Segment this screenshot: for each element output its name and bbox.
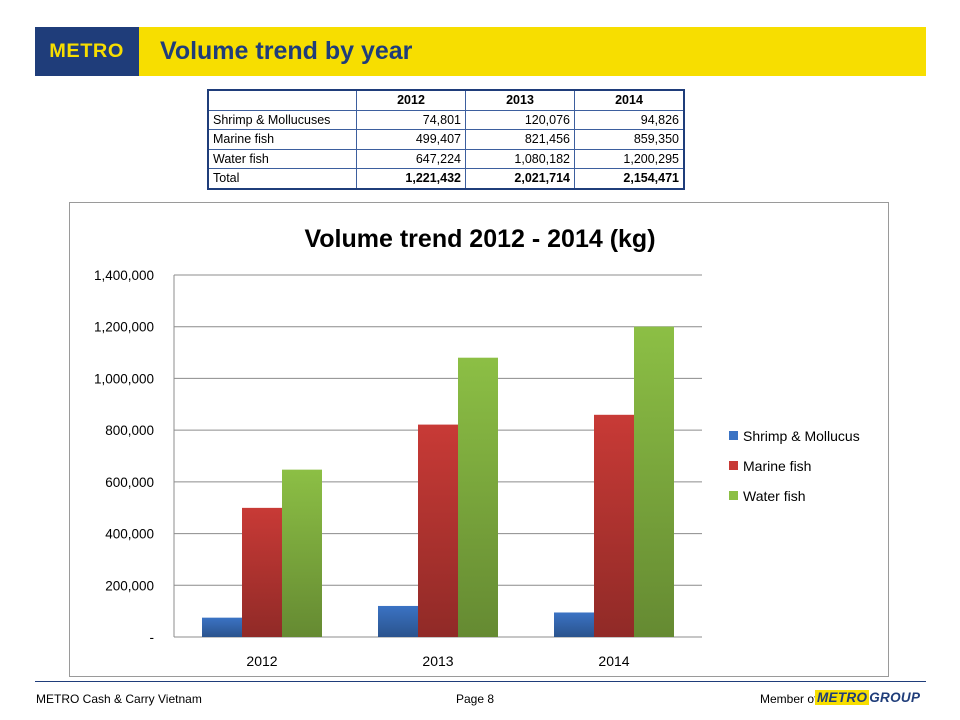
- table-cell: 859,350: [574, 129, 685, 150]
- bar-chart: Volume trend 2012 - 2014 (kg) - 200,000 40…: [94, 225, 860, 669]
- chart-frame: Volume trend 2012 - 2014 (kg) - 200,000 40…: [69, 202, 889, 677]
- table-col-header: 2014: [574, 89, 685, 111]
- table-cell: 120,076: [465, 109, 575, 130]
- table-row-label: Water fish: [207, 148, 357, 169]
- legend-swatch: [729, 431, 738, 440]
- table-cell: 1,200,295: [574, 148, 685, 169]
- y-tick-label: 400,000: [105, 527, 154, 542]
- legend-swatch: [729, 491, 738, 500]
- bar-marine-fish-2012: [242, 507, 282, 637]
- y-tick-label: 600,000: [105, 475, 154, 490]
- x-tick-label: 2012: [246, 653, 277, 669]
- y-tick-label: 800,000: [105, 423, 154, 438]
- table-corner-cell: [207, 89, 357, 111]
- table-col-header: 2012: [356, 89, 466, 111]
- legend-swatch: [729, 461, 738, 470]
- y-tick-label: 200,000: [105, 578, 154, 593]
- y-tick-label: 1,400,000: [94, 268, 154, 283]
- bar-shrimp-mollucus-2013: [378, 605, 418, 637]
- footer-page-number: Page 8: [456, 692, 495, 706]
- page-title: Volume trend by year: [160, 37, 413, 65]
- metro-group-logo: METRO GROUP: [815, 690, 920, 705]
- table-header-row: 2012 2013 2014: [207, 89, 685, 111]
- table-cell: 499,407: [356, 129, 466, 150]
- bar-water-fish-2012: [282, 469, 322, 637]
- bar-shrimp-mollucus-2014: [554, 612, 594, 637]
- metro-group-logo-group: GROUP: [869, 690, 921, 705]
- table-cell: 74,801: [356, 109, 466, 130]
- table-cell: 1,221,432: [356, 168, 466, 189]
- bar-marine-fish-2013: [418, 424, 458, 637]
- metro-logo-text: METRO: [49, 40, 125, 62]
- table-cell: 2,154,471: [574, 168, 685, 189]
- legend-label: Shrimp & Mollucus: [743, 428, 860, 444]
- table-row: Water fish 647,224 1,080,182 1,200,295: [207, 148, 685, 169]
- legend-label: Marine fish: [743, 458, 811, 474]
- table-row-label: Shrimp & Mollucuses: [207, 109, 357, 130]
- table-row: Marine fish 499,407 821,456 859,350: [207, 129, 685, 150]
- chart-legend: Shrimp & Mollucus Marine fish Water fish: [729, 428, 860, 504]
- table-cell: 1,080,182: [465, 148, 575, 169]
- bar-marine-fish-2014: [594, 414, 634, 637]
- bar-water-fish-2013: [458, 357, 498, 637]
- footer-divider: [35, 681, 926, 682]
- table-row-label: Marine fish: [207, 129, 357, 150]
- footer-company: METRO Cash & Carry Vietnam: [36, 692, 202, 706]
- table-row-label: Total: [207, 168, 357, 189]
- bar-water-fish-2014: [634, 326, 674, 637]
- legend-label: Water fish: [743, 488, 806, 504]
- y-tick-label: 1,000,000: [94, 371, 154, 386]
- bar-shrimp-mollucus-2012: [202, 617, 242, 637]
- table-cell: 94,826: [574, 109, 685, 130]
- title-bar: Volume trend by year: [139, 27, 926, 76]
- metro-group-logo-metro: METRO: [815, 690, 870, 705]
- chart-title: Volume trend 2012 - 2014 (kg): [304, 225, 655, 253]
- footer-member-of: Member of: [760, 692, 818, 706]
- y-tick-label: 1,200,000: [94, 320, 154, 335]
- x-tick-label: 2014: [598, 653, 629, 669]
- table-cell: 821,456: [465, 129, 575, 150]
- table-total-row: Total 1,221,432 2,021,714 2,154,471: [207, 168, 685, 189]
- x-tick-label: 2013: [422, 653, 453, 669]
- chart-bars: [202, 326, 674, 637]
- metro-logo: METRO: [35, 27, 139, 76]
- y-tick-label: -: [150, 630, 155, 645]
- volume-table: 2012 2013 2014 Shrimp & Mollucuses 74,80…: [207, 89, 685, 190]
- table-cell: 2,021,714: [465, 168, 575, 189]
- table-cell: 647,224: [356, 148, 466, 169]
- table-col-header: 2013: [465, 89, 575, 111]
- table-row: Shrimp & Mollucuses 74,801 120,076 94,82…: [207, 109, 685, 130]
